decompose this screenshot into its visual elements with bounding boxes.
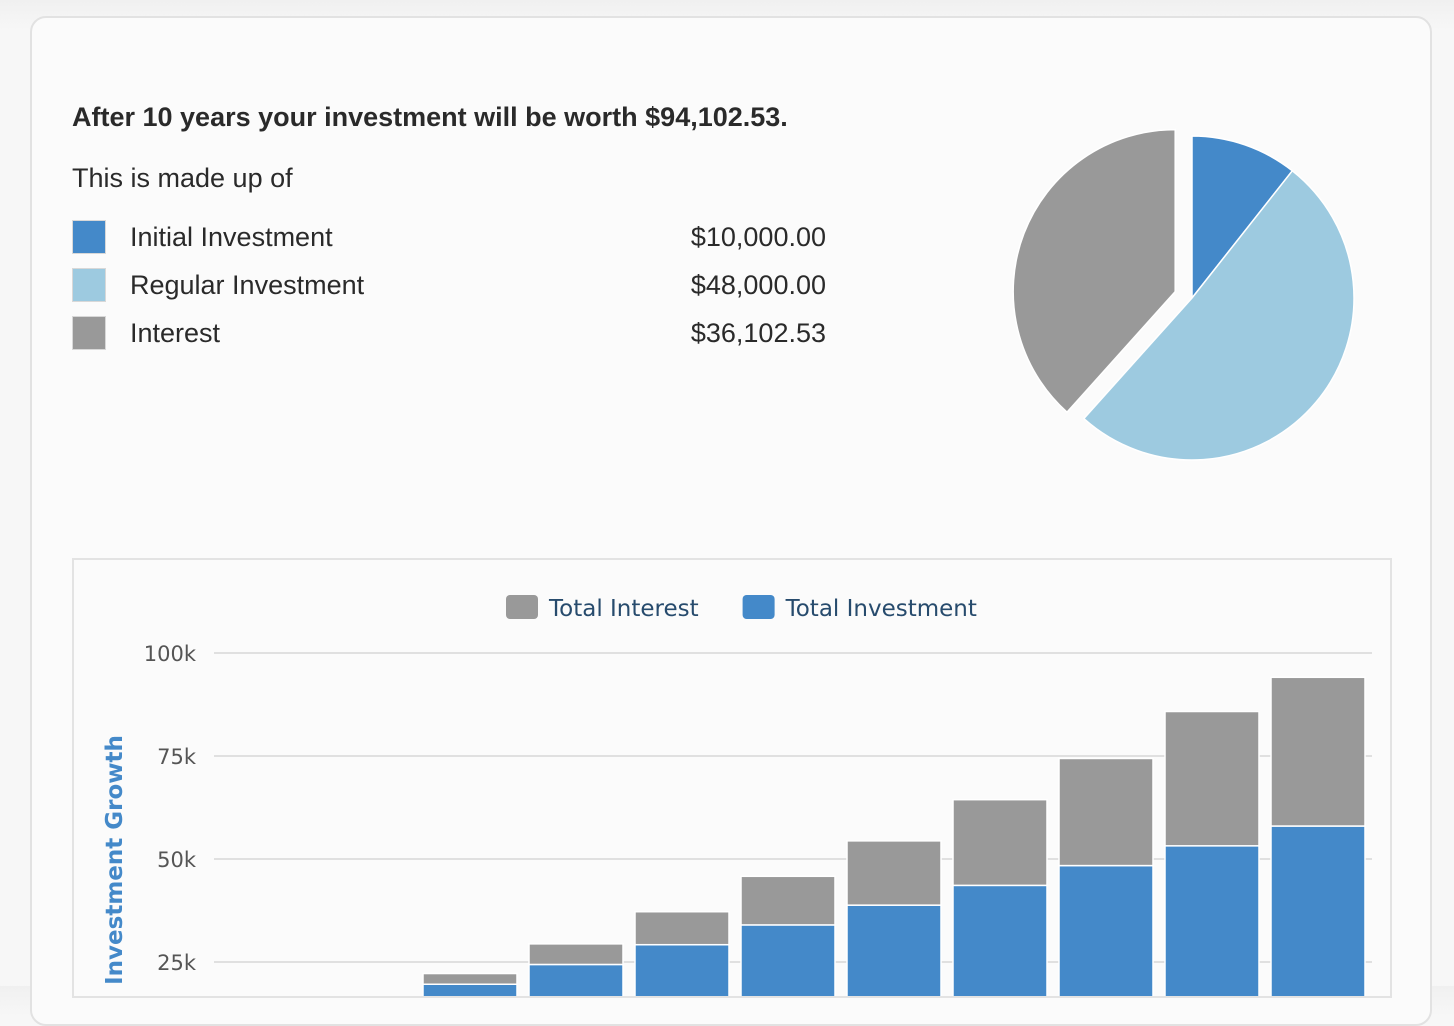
breakdown-intro: This is made up of [72, 163, 293, 193]
breakdown-row-regular: Regular Investment $48,000.00 [72, 268, 832, 316]
interest-value: $36,102.53 [690, 318, 826, 348]
bar-total-investment-10[interactable] [1270, 825, 1366, 996]
bar-total-interest-2[interactable] [422, 972, 518, 985]
bar-total-interest-7[interactable] [952, 798, 1048, 887]
breakdown-list: Initial Investment $10,000.00 Regular In… [72, 220, 832, 364]
bar-total-investment-8[interactable] [1058, 864, 1154, 996]
bar-total-interest-4[interactable] [634, 910, 730, 946]
legend-item-total-investment[interactable]: Total Investment [785, 596, 977, 622]
bar-total-interest-6[interactable] [846, 840, 942, 906]
bar-total-interest-3[interactable] [528, 943, 624, 966]
bar-total-interest-9[interactable] [1164, 710, 1260, 847]
y-tick-label: 75k [157, 745, 197, 769]
bar-total-interest-5[interactable] [740, 875, 836, 926]
legend-item-total-interest[interactable]: Total Interest [548, 596, 699, 622]
regular-investment-swatch [72, 268, 106, 302]
initial-investment-label: Initial Investment [130, 222, 333, 252]
interest-swatch [72, 316, 106, 350]
interest-label: Interest [130, 318, 221, 348]
y-tick-label: 50k [157, 848, 197, 872]
bar-total-interest-8[interactable] [1058, 757, 1154, 867]
y-tick-label: 25k [157, 951, 197, 975]
bar-total-investment-2[interactable] [422, 983, 518, 996]
pie-slice-initial-investment[interactable] [1191, 135, 1294, 301]
bar-total-interest-10[interactable] [1270, 676, 1366, 827]
chart-legend: Total Interest Total Investment [506, 595, 977, 622]
bar-total-investment-5[interactable] [740, 924, 836, 996]
initial-investment-swatch [72, 220, 106, 254]
bar-total-investment-3[interactable] [528, 963, 624, 996]
composition-pie-chart [1012, 128, 1355, 461]
growth-bar-chart: 25k 50k 75k 100k Investment Growth Total Inte… [102, 595, 1372, 996]
result-headline: After 10 years your investment will be w… [72, 102, 788, 132]
bar-total-investment-9[interactable] [1164, 845, 1260, 996]
growth-chart-panel: 25k 50k 75k 100k Investment Growth Total Inte… [72, 558, 1392, 998]
legend-swatch [506, 595, 538, 619]
breakdown-row-initial: Initial Investment $10,000.00 [72, 220, 832, 268]
pie-slice-regular-investment[interactable] [1082, 169, 1355, 461]
pie-slice-interest[interactable] [1012, 128, 1176, 414]
initial-investment-value: $10,000.00 [690, 222, 826, 252]
y-tick-label: 100k [144, 642, 197, 666]
y-axis-title: Investment Growth [102, 735, 128, 985]
bar-total-investment-6[interactable] [846, 904, 942, 996]
regular-investment-value: $48,000.00 [690, 270, 826, 300]
breakdown-row-interest: Interest $36,102.53 [72, 316, 832, 364]
legend-swatch [742, 595, 775, 619]
regular-investment-label: Regular Investment [130, 270, 365, 300]
bar-total-investment-7[interactable] [952, 884, 1048, 996]
bar-total-investment-4[interactable] [634, 943, 730, 996]
